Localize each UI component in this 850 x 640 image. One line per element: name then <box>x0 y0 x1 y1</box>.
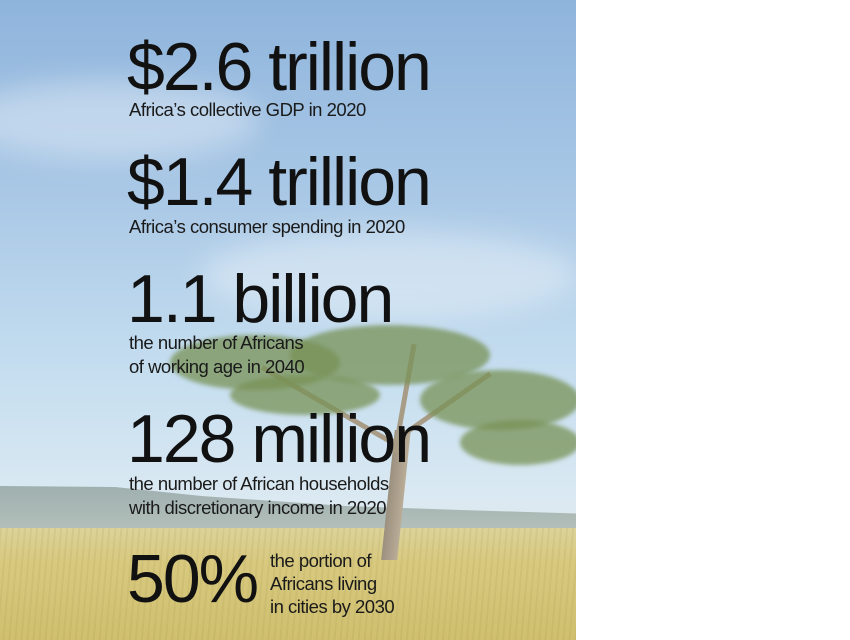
stat-spending-value: $1.4 trillion <box>127 144 432 220</box>
stat-working-age-label-1: the number of Africans <box>129 332 304 353</box>
stat-urban-label-1: the portion of <box>270 550 372 571</box>
stat-urban-label-3: in cities by 2030 <box>270 596 395 617</box>
stat-households-label-1: the number of African households <box>129 473 389 494</box>
stat-working-age-label-2: of working age in 2040 <box>129 356 305 377</box>
tree-foliage <box>230 375 380 415</box>
cloud <box>0 80 260 160</box>
stat-gdp-value: $2.6 trillion <box>127 29 432 105</box>
grassland <box>0 528 576 640</box>
stat-households-value: 128 million <box>127 401 432 477</box>
stat-urban-label-2: Africans living <box>270 573 377 594</box>
stat-urban-value: 50% <box>127 541 259 617</box>
stat-gdp-label: Africa’s collective GDP in 2020 <box>129 99 366 120</box>
stat-spending-label: Africa’s consumer spending in 2020 <box>129 216 405 237</box>
savanna-background-image: $2.6 trillion Africa’s collective GDP in… <box>0 0 576 640</box>
tree-foliage <box>420 370 576 430</box>
tree-foliage <box>460 420 576 465</box>
stat-working-age-value: 1.1 billion <box>127 261 394 337</box>
cloud <box>200 230 576 320</box>
stat-households-label-2: with discretionary income in 2020 <box>129 497 387 518</box>
